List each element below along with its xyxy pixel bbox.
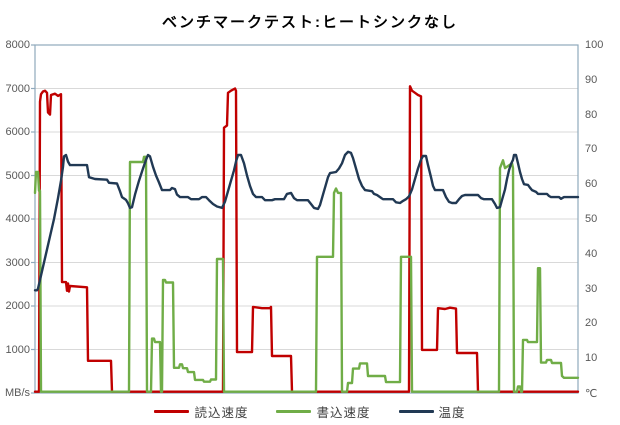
- left-axis-unit-label: MB/s: [4, 387, 30, 399]
- legend-item-temperature: 温度: [398, 402, 466, 421]
- legend-label-read-speed: 読込速度: [194, 405, 249, 420]
- left-tick-label: 5000: [5, 169, 30, 182]
- legend-item-write-speed: 書込速度: [276, 402, 370, 421]
- right-tick-label: 80: [585, 108, 598, 121]
- right-axis-unit-label: ℃: [585, 388, 598, 400]
- right-tick-label: 90: [585, 73, 598, 86]
- right-tick-label: 30: [585, 282, 598, 295]
- left-tick-label: 4000: [5, 213, 30, 225]
- legend-label-temperature: 温度: [438, 405, 466, 420]
- left-tick-label: 7000: [5, 82, 30, 95]
- write-speed-line-swatch: [276, 409, 312, 413]
- left-tick-label: 3000: [5, 256, 30, 269]
- left-tick-label: 6000: [5, 126, 30, 138]
- legend-label-write-speed: 書込速度: [316, 405, 371, 420]
- legend: 読込速度 書込速度 温度: [0, 402, 620, 420]
- temperature-line-swatch: [398, 409, 434, 413]
- right-tick-label: 40: [585, 247, 598, 260]
- right-tick-label: 100: [585, 39, 604, 51]
- right-tick-label: 60: [585, 178, 598, 191]
- right-tick-label: 20: [585, 317, 598, 330]
- read-speed-line-swatch: [154, 409, 190, 413]
- legend-item-read-speed: 読込速度: [154, 402, 248, 421]
- chart-title: ベンチマークテスト:ヒートシンクなし: [162, 14, 458, 31]
- left-tick-label: 1000: [5, 343, 30, 356]
- right-tick-label: 70: [585, 143, 598, 156]
- left-tick-label: 2000: [5, 300, 30, 312]
- right-tick-label: 10: [585, 352, 598, 365]
- left-tick-label: 8000: [5, 39, 30, 51]
- right-tick-label: 50: [585, 213, 598, 225]
